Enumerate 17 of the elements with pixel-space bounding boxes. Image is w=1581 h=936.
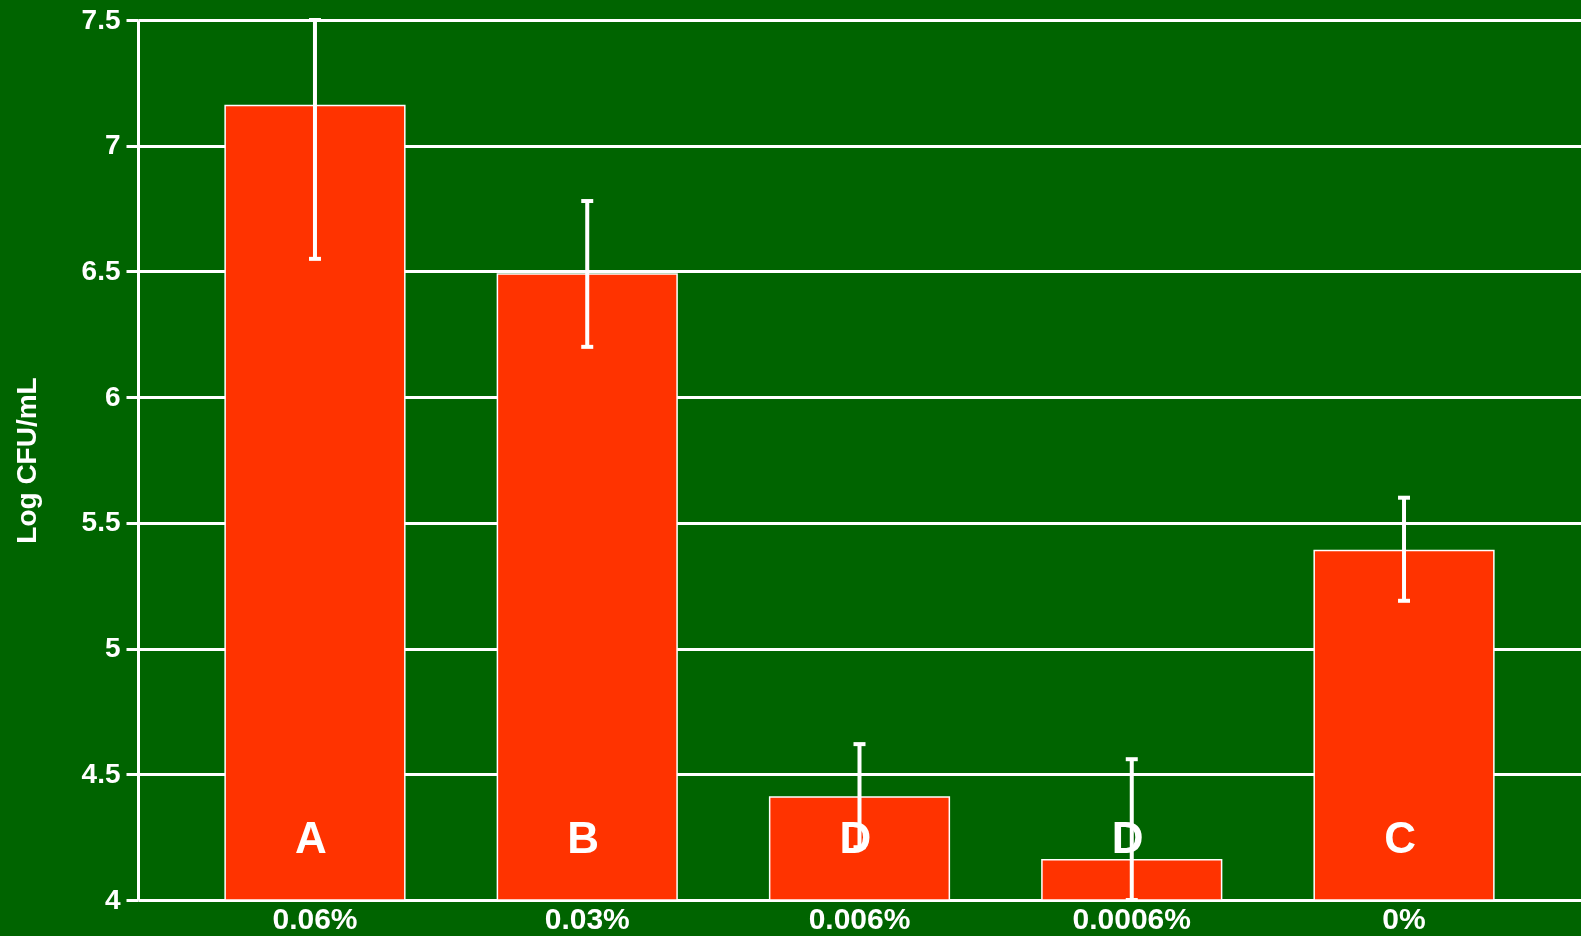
y-tick-label: 5 xyxy=(104,632,121,664)
annotation: A xyxy=(295,813,327,862)
y-tick-label: 7 xyxy=(104,129,121,161)
y-tick-label: 6 xyxy=(104,380,121,412)
x-tick-label: 0.03% xyxy=(544,901,630,935)
y-tick-label: 4 xyxy=(104,883,121,915)
x-tick-label: 0.06% xyxy=(272,901,358,935)
x-tick-label: 0.0006% xyxy=(1072,901,1191,935)
x-tick-label: 0% xyxy=(1382,901,1426,935)
y-tick-label: 4.5 xyxy=(81,757,121,789)
y-tick-label: 7.5 xyxy=(81,3,121,35)
y-axis-title: Log CFU/mL xyxy=(10,377,42,544)
y-tick-label: 5.5 xyxy=(81,506,121,538)
annotation: C xyxy=(1384,813,1416,862)
x-tick-label: 0.006% xyxy=(808,901,911,935)
annotation: B xyxy=(567,813,600,862)
y-tick-label: 6.5 xyxy=(81,254,121,286)
